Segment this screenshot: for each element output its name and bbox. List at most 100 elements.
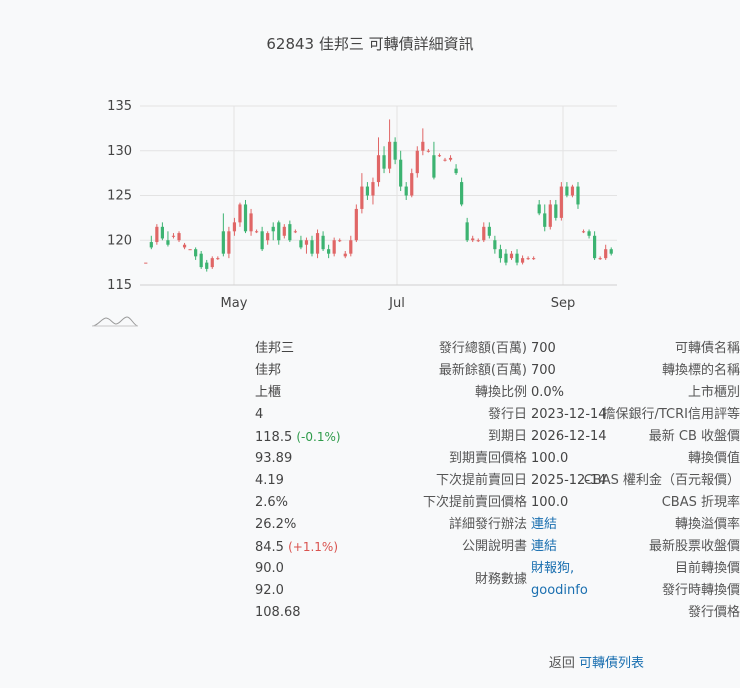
candle-body — [171, 235, 176, 237]
value-text: 2.6% — [255, 495, 289, 510]
link[interactable]: 連結 — [531, 517, 558, 532]
info-row: 下次提前賣回價格 100.0 — [300, 492, 720, 514]
info-label: 公開說明書 — [461, 539, 527, 554]
candle-body — [476, 240, 480, 242]
candle-body — [343, 253, 347, 257]
candle-body — [315, 233, 320, 254]
info-row: 發行價格 108.68 — [0, 602, 740, 624]
value-text: 0.0% — [531, 385, 565, 400]
y-tick-label: 130 — [107, 144, 132, 159]
footer: 返回 可轉債列表 — [549, 652, 644, 671]
info-row: 轉換溢價率 26.2% — [0, 514, 740, 536]
info-label: 到期賣回價格 — [448, 451, 527, 466]
candle-body — [310, 240, 314, 254]
change-percent: (-0.1%) — [296, 430, 341, 444]
candle-body — [543, 213, 547, 227]
candle-body — [227, 231, 231, 254]
candle-body — [210, 258, 214, 268]
info-label: 轉換價值 — [687, 451, 740, 466]
info-value: 佳邦三 — [255, 338, 294, 360]
info-value: 連結 — [531, 536, 557, 558]
candle-body — [266, 233, 270, 241]
candle-body — [570, 186, 575, 196]
value-text: 2023-12-14 — [531, 407, 607, 422]
candle-body — [260, 231, 264, 250]
candle-body — [238, 204, 242, 223]
candle-body — [437, 155, 442, 157]
candle-body — [360, 186, 364, 209]
info-value: 118.5 (-0.1%) — [255, 426, 341, 449]
candle-body — [421, 141, 425, 151]
page-title: 62843 佳邦三 可轉債詳細資訊 — [266, 35, 474, 53]
candle-body — [604, 249, 608, 259]
candle-body — [581, 231, 586, 233]
value-text: 2025-12-14 — [531, 473, 607, 488]
candle-body — [532, 258, 536, 260]
info-row: 到期賣回價格 100.0 — [300, 448, 720, 470]
candlestick-chart[interactable]: 115 120 125 130 135 May Jul Sep — [0, 0, 740, 335]
info-label: 最新餘額(百萬) — [438, 363, 527, 378]
candle-body — [487, 226, 491, 236]
info-value: 連結 — [531, 514, 557, 536]
candle-body — [182, 244, 187, 248]
candle-body — [327, 249, 331, 254]
candle-body — [338, 240, 342, 242]
candle-body — [160, 226, 164, 239]
info-row: 目前轉換價 90.0 — [0, 558, 740, 580]
candle-body — [205, 262, 209, 269]
candle-body — [504, 253, 508, 263]
candle-body — [460, 182, 464, 205]
info-row: 詳細發行辦法 連結 — [300, 514, 720, 536]
info-label: 上市櫃別 — [687, 385, 740, 400]
info-label: CBAS 權利金（百元報價） — [583, 473, 740, 488]
candle-body — [243, 204, 248, 232]
link[interactable]: 連結 — [531, 539, 558, 554]
candle-body — [199, 253, 203, 268]
candle-body — [232, 222, 237, 232]
info-value: 84.5 (+1.1%) — [255, 536, 338, 559]
info-label: 可轉債名稱 — [674, 341, 740, 356]
candle-body — [254, 231, 259, 233]
candle-body — [299, 240, 303, 248]
info-value: 700 — [531, 338, 556, 360]
candle-body — [155, 226, 159, 243]
info-row: 可轉債名稱 佳邦三 — [0, 338, 740, 360]
candle-body — [149, 242, 153, 248]
info-label: 發行總額(百萬) — [438, 341, 527, 356]
info-value: 93.89 — [255, 448, 292, 470]
candle-body — [598, 258, 602, 260]
info-label: 轉換標的名稱 — [661, 363, 740, 378]
value-text: 90.0 — [255, 561, 284, 576]
caibaogou-link[interactable]: 財報狗, — [531, 561, 575, 576]
candle-body — [426, 150, 430, 152]
info-label: 發行價格 — [687, 605, 740, 620]
y-tick-label: 120 — [107, 233, 132, 248]
candle-body — [443, 159, 447, 161]
candle-body — [526, 258, 530, 260]
candle-body — [221, 231, 225, 254]
bond-list-link[interactable]: 可轉債列表 — [578, 656, 644, 671]
candle-body — [332, 240, 336, 254]
info-row: 轉換標的名稱 佳邦 — [0, 360, 740, 382]
info-row: 上市櫃別 上櫃 — [0, 382, 740, 404]
info-value: 100.0 — [531, 448, 568, 470]
candle-body — [471, 238, 475, 241]
value-text: 佳邦 — [255, 363, 282, 378]
candle-body — [371, 182, 375, 196]
info-label: 下次提前賣回日 — [435, 473, 527, 488]
value-text: 118.5 — [255, 430, 293, 445]
range-slider-icon — [91, 316, 139, 327]
info-value: 2025-12-14 — [531, 470, 607, 492]
info-value: 2.6% — [255, 492, 288, 514]
candle-body — [166, 240, 170, 245]
candle-body — [593, 235, 597, 259]
info-value: 700 — [531, 360, 556, 382]
info-label: 發行日 — [487, 407, 527, 422]
info-row: CBAS 折現率 2.6% — [0, 492, 740, 514]
candle-body — [576, 186, 580, 205]
value-text: 2026-12-14 — [531, 429, 607, 444]
candle-body — [493, 240, 497, 250]
goodinfo-link[interactable]: goodinfo — [531, 583, 588, 598]
candle-body — [304, 240, 309, 245]
candle-body — [288, 224, 292, 241]
